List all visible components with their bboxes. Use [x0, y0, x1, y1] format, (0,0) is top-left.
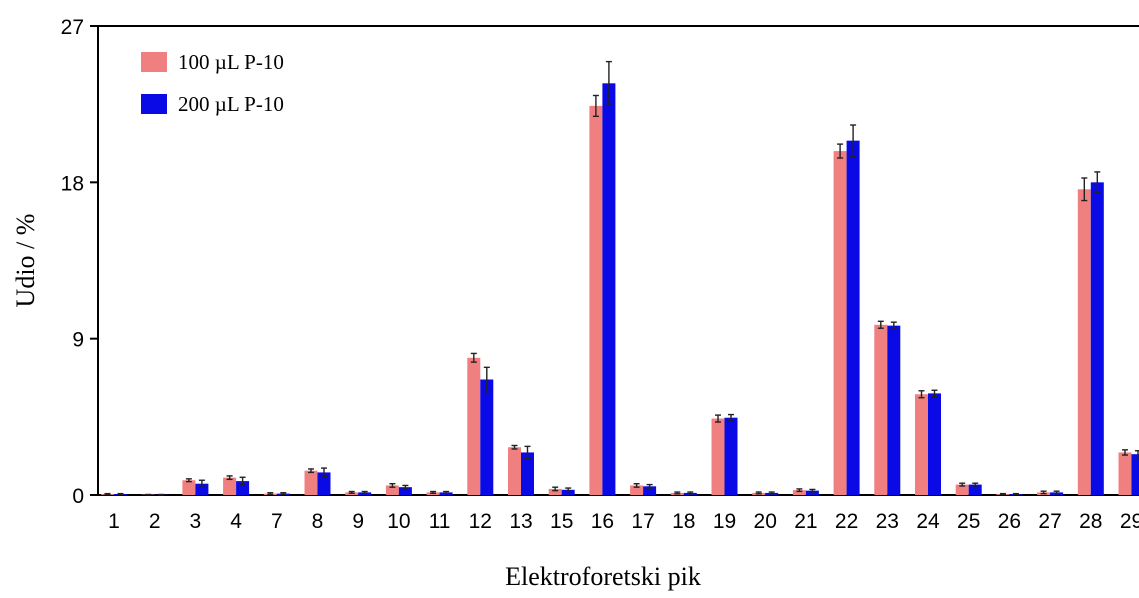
x-tick-label: 9: [352, 510, 364, 533]
bar-series-100-10: [385, 485, 399, 495]
legend-swatch: [141, 52, 167, 72]
bar-series-100-24: [915, 394, 928, 495]
x-tick-label: 2: [149, 510, 161, 533]
y-axis-title: Udio / %: [11, 214, 40, 308]
bar-series-100-25: [955, 484, 969, 495]
x-tick-label: 19: [713, 510, 736, 533]
x-tick-label: 13: [509, 510, 532, 533]
bar-series-100-3: [182, 480, 196, 495]
x-tick-label: 15: [550, 510, 573, 533]
y-tick-label: 27: [61, 16, 84, 39]
x-tick-label: 17: [631, 510, 654, 533]
bar-series-200-25: [968, 484, 982, 495]
bar-series-200-4: [236, 481, 250, 495]
legend-label: 100 µL P-10: [178, 50, 284, 74]
bar-series-200-21: [805, 490, 819, 495]
bar-series-200-24: [928, 393, 941, 495]
chart-bars: [101, 83, 1139, 496]
x-tick-label: 24: [916, 510, 940, 533]
x-tick-label: 10: [387, 510, 410, 533]
x-tick-label: 11: [429, 510, 451, 533]
y-tick-label: 0: [72, 485, 84, 508]
bar-series-100-17: [630, 485, 644, 495]
bar-series-200-19: [724, 417, 738, 495]
bar-series-100-16: [589, 105, 603, 496]
bar-series-200-16: [602, 83, 616, 496]
bar-series-100-12: [467, 357, 481, 495]
x-tick-label: 20: [754, 510, 777, 533]
x-tick-label: 8: [312, 510, 324, 533]
bar-series-100-19: [711, 418, 725, 495]
x-tick-label: 1: [108, 510, 120, 533]
bar-series-100-13: [508, 447, 521, 495]
x-tick-label: 16: [591, 510, 614, 533]
bar-series-100-15: [548, 488, 562, 495]
x-tick-label: 3: [190, 510, 202, 533]
bar-series-200-10: [398, 487, 412, 495]
x-tick-label: 7: [271, 510, 283, 533]
x-tick-label: 12: [469, 510, 492, 533]
chart-error-bars: [104, 60, 1139, 496]
x-tick-label: 4: [230, 510, 242, 533]
bar-series-200-12: [480, 379, 494, 495]
x-tick-label: 23: [876, 510, 899, 533]
x-tick-label: 29: [1120, 510, 1139, 533]
x-tick-label: 26: [998, 510, 1021, 533]
x-tick-label: 22: [835, 510, 858, 533]
legend-swatch: [141, 94, 167, 114]
bar-series-200-29: [1131, 454, 1139, 495]
bar-series-100-29: [1118, 452, 1132, 495]
x-axis-title: Elektroforetski pik: [505, 562, 701, 591]
bar-series-100-4: [223, 477, 237, 495]
bar-series-200-13: [521, 452, 534, 495]
bar-series-200-8: [317, 472, 331, 495]
bar-series-100-28: [1077, 189, 1091, 495]
bar-series-100-21: [792, 490, 806, 495]
x-tick-label: 18: [672, 510, 695, 533]
bar-series-200-28: [1090, 182, 1104, 496]
bar-series-200-17: [643, 486, 657, 495]
chart-legend: 100 µL P-10 200 µL P-10: [141, 50, 284, 116]
bar-series-200-22: [846, 140, 860, 495]
bar-series-100-23: [874, 324, 888, 495]
bar-series-100-8: [304, 470, 318, 495]
bar-series-100-22: [833, 151, 847, 496]
x-tick-label: 28: [1079, 510, 1102, 533]
bar-series-200-3: [195, 483, 209, 495]
x-tick-label: 21: [794, 510, 817, 533]
x-tick-label: 25: [957, 510, 980, 533]
y-tick-label: 18: [61, 172, 84, 195]
y-tick-label: 9: [72, 329, 84, 352]
bar-series-200-23: [887, 325, 901, 495]
legend-label: 200 µL P-10: [178, 92, 284, 116]
bar-series-200-15: [561, 489, 575, 495]
x-tick-label: 27: [1038, 510, 1061, 533]
